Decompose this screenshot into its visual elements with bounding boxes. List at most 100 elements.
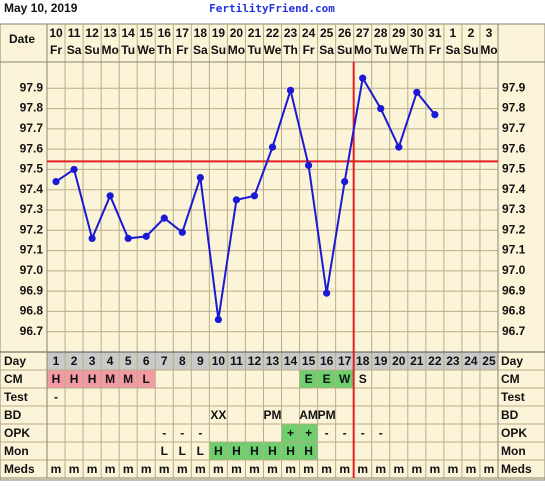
cell-text: H [70,372,79,386]
y-tick-label: 96.7 [20,324,44,338]
row-label-right: Day [501,354,523,368]
weekday-label: Fr [176,43,188,57]
temperature-point [250,192,259,200]
weekday-label: Fr [50,43,62,57]
temperature-point [268,143,277,151]
cell-text: m [123,462,134,476]
cell-fill [263,442,282,460]
y-tick-label: 96.9 [20,283,44,297]
cell-text: H [304,444,313,458]
y-tick-label: 96.8 [20,304,44,318]
cell-text: - [162,426,166,440]
y-tick-label-right: 97.1 [502,243,526,257]
cell-text: 6 [143,354,150,368]
cell-text: 15 [302,354,316,368]
x-tick-label: 31 [428,26,442,40]
cell-text: E [323,372,331,386]
temperature-point [52,178,60,186]
weekday-label: We [390,43,408,57]
chart-background [0,23,545,481]
row-label: Mon [4,444,29,458]
cell-text: L [161,444,168,458]
cell-text: - [379,426,383,440]
y-tick-label: 97.6 [20,141,44,155]
temperature-point [413,88,421,96]
cell-text: m [303,462,314,476]
y-tick-label: 97.3 [20,202,44,216]
x-tick-label: 19 [212,26,226,40]
cell-text: 20 [392,354,406,368]
cell-text: - [361,426,365,440]
x-tick-label: 12 [85,26,99,40]
temperature-line [55,75,436,320]
cell-fill [317,370,336,388]
weekday-label: Mo [228,43,245,57]
cell-text: m [357,462,368,476]
cell-text: - [198,426,202,440]
cell-text: 13 [266,354,280,368]
temperature-point [124,234,132,242]
x-tick-label: 16 [158,26,172,40]
temperature-point [88,234,96,242]
temperature-point [377,104,385,113]
cell-text: L [197,444,204,458]
x-tick-label: 2 [468,26,475,40]
cell-text: 18 [356,354,370,368]
cell-fill [209,442,228,460]
row-background [47,352,498,370]
cell-text: 11 [230,354,243,368]
cell-text: 4 [107,354,114,368]
weekday-label: Su [463,43,478,57]
cell-fill [281,442,300,460]
cell-fill [335,370,354,388]
x-tick-label: 23 [284,26,298,40]
weekday-label: We [137,43,155,57]
cell-fill [101,370,120,388]
y-tick-label: 97.4 [20,182,44,196]
cell-text: H [250,444,259,458]
date-label: Date [9,32,35,46]
cell-text: AM [299,408,318,422]
cell-text: m [339,462,350,476]
cell-text: 17 [338,354,352,368]
cell-text: m [69,462,80,476]
cell-text: 22 [428,354,442,368]
x-tick-label: 24 [302,26,316,40]
cell-fill [299,370,318,388]
weekday-label: Fr [429,43,441,57]
weekday-label: Sa [193,43,208,57]
cell-text: - [343,426,347,440]
weekday-label: Mo [101,43,118,57]
x-tick-label: 10 [49,26,63,40]
weekday-label: Th [409,43,424,57]
x-tick-label: 30 [410,26,424,40]
y-tick-label: 97.8 [20,101,44,115]
cell-text: - [54,390,58,404]
cell-fill [227,442,246,460]
row-label-right: BD [501,408,519,422]
cell-text: - [180,426,184,440]
cell-fill [137,370,156,388]
y-tick-label-right: 96.7 [502,324,526,338]
row-label: Meds [4,462,35,476]
cell-fill [119,370,138,388]
cell-fill [47,370,66,388]
y-tick-label-right: 97.5 [502,162,526,176]
cell-text: E [305,372,313,386]
cell-text: m [285,462,296,476]
x-tick-label: 14 [122,26,136,40]
temperature-point [70,165,78,174]
row-label-right: Mon [501,444,526,458]
y-tick-label-right: 96.9 [502,283,526,297]
row-label-right: Test [501,390,525,404]
weekday-label: Th [283,43,298,57]
cell-text: H [88,372,97,386]
x-tick-label: 1 [450,26,457,40]
y-tick-label: 97.2 [20,222,44,236]
x-tick-label: 25 [320,26,334,40]
cell-text: m [87,462,98,476]
row-label: Day [4,354,26,368]
chart-date: May 10, 2019 [4,1,78,15]
x-tick-label: 28 [374,26,388,40]
